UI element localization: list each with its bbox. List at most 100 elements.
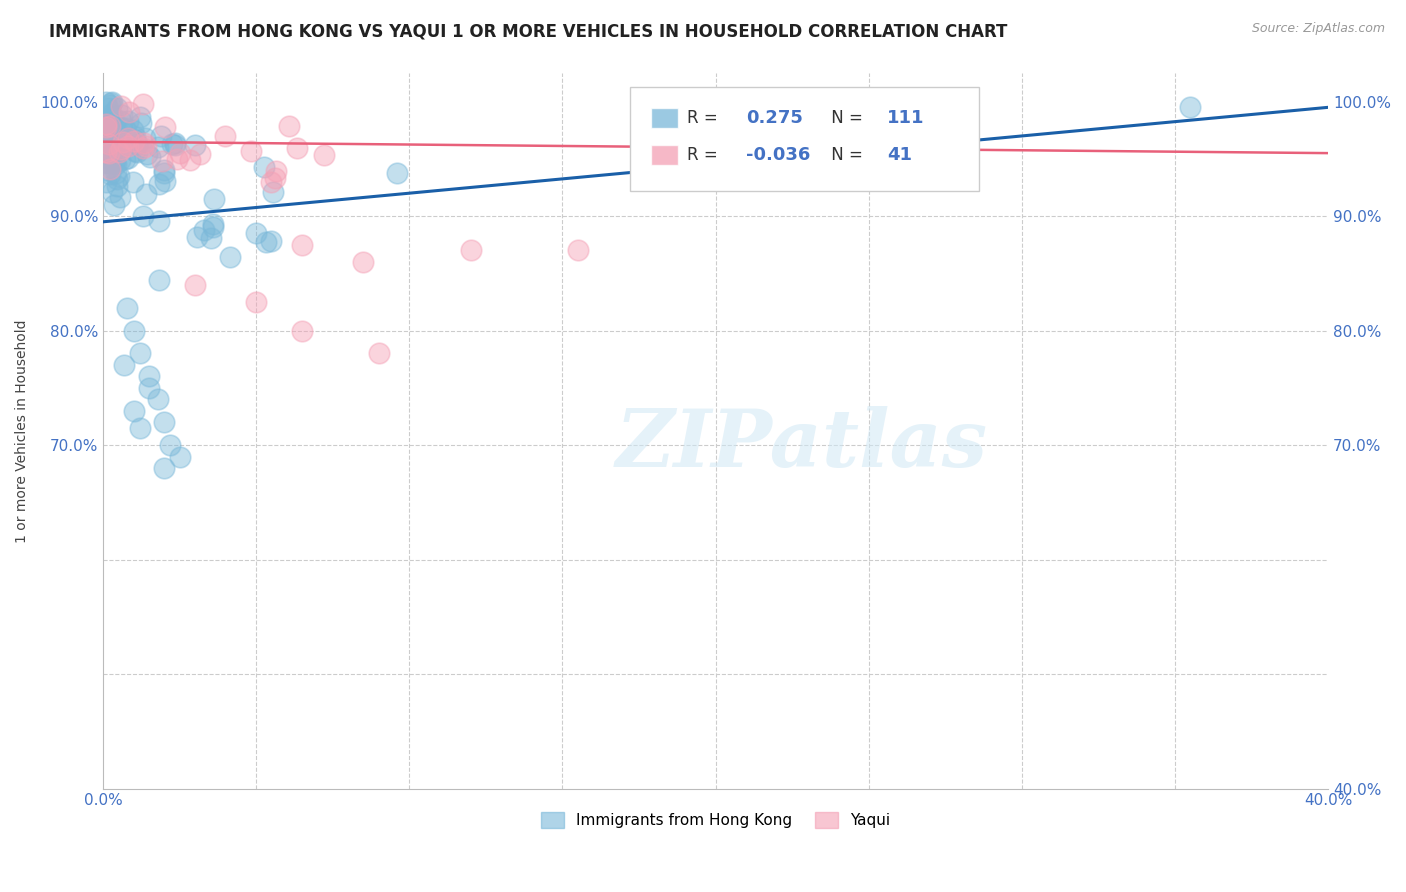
Point xyxy=(166,152,188,166)
Point xyxy=(101,146,124,161)
Point xyxy=(94,143,117,157)
Point xyxy=(124,144,146,158)
Point xyxy=(1180,100,1202,114)
Point xyxy=(103,156,125,170)
Point xyxy=(266,163,288,178)
Text: 41: 41 xyxy=(887,146,912,164)
Point xyxy=(96,95,118,109)
Point xyxy=(146,139,169,153)
Point xyxy=(101,186,124,200)
Point xyxy=(153,461,176,475)
Point xyxy=(96,152,118,166)
Point xyxy=(94,117,117,131)
Point xyxy=(110,128,132,142)
Point xyxy=(111,135,134,149)
Point xyxy=(98,167,121,181)
Point xyxy=(129,116,152,130)
Point xyxy=(96,149,118,163)
Point xyxy=(291,324,314,338)
Point xyxy=(122,175,145,189)
Point xyxy=(136,147,159,161)
Point xyxy=(163,136,186,150)
Point xyxy=(124,129,146,144)
Point xyxy=(96,155,118,169)
Point xyxy=(105,101,128,115)
Point xyxy=(385,166,408,180)
Point xyxy=(135,139,157,153)
Text: N =: N = xyxy=(825,109,868,127)
Point xyxy=(107,136,129,151)
FancyBboxPatch shape xyxy=(630,87,979,191)
Point xyxy=(117,130,139,145)
Point xyxy=(150,129,173,144)
Point xyxy=(219,250,242,264)
Point xyxy=(132,136,155,151)
Point xyxy=(101,110,124,124)
Point xyxy=(153,120,176,134)
Point xyxy=(214,128,236,143)
Point xyxy=(165,137,187,152)
Point xyxy=(94,120,117,135)
Text: IMMIGRANTS FROM HONG KONG VS YAQUI 1 OR MORE VEHICLES IN HOUSEHOLD CORRELATION C: IMMIGRANTS FROM HONG KONG VS YAQUI 1 OR … xyxy=(49,22,1008,40)
Point xyxy=(110,114,132,128)
Point xyxy=(104,157,127,171)
Point xyxy=(152,166,174,180)
Point xyxy=(94,121,117,136)
Point xyxy=(98,136,121,151)
Point xyxy=(94,140,117,154)
Text: -0.036: -0.036 xyxy=(747,146,811,164)
Point xyxy=(103,117,125,131)
Point xyxy=(285,141,308,155)
Point xyxy=(121,133,143,147)
Point xyxy=(125,137,148,152)
Point xyxy=(122,135,145,149)
Point xyxy=(367,346,389,360)
Point xyxy=(159,438,181,452)
Point xyxy=(245,227,267,241)
Point xyxy=(132,96,155,111)
Text: R =: R = xyxy=(688,146,723,164)
Point xyxy=(204,192,226,206)
Point xyxy=(94,145,117,159)
Point xyxy=(96,146,118,161)
Point xyxy=(184,137,207,152)
Point xyxy=(153,163,176,178)
Point xyxy=(101,120,124,135)
Point xyxy=(94,120,117,134)
Point xyxy=(107,134,129,148)
Point xyxy=(188,146,211,161)
Point xyxy=(111,108,134,122)
Text: R =: R = xyxy=(688,109,723,127)
Point xyxy=(104,153,127,168)
Point xyxy=(132,141,155,155)
Point xyxy=(134,131,156,145)
Point xyxy=(122,324,145,338)
Point xyxy=(138,369,160,384)
Point xyxy=(94,125,117,139)
Point xyxy=(108,169,131,183)
Point xyxy=(111,137,134,152)
Point xyxy=(100,107,122,121)
Point xyxy=(98,136,121,151)
Point xyxy=(94,137,117,152)
Point xyxy=(245,295,267,310)
Point xyxy=(160,136,183,151)
Point xyxy=(111,120,134,135)
Point xyxy=(108,145,131,159)
Point xyxy=(128,421,150,435)
Point xyxy=(153,415,176,429)
Point xyxy=(291,237,314,252)
Point xyxy=(202,217,225,231)
Point xyxy=(103,198,125,212)
Point xyxy=(200,231,222,245)
Point xyxy=(97,101,120,115)
Point xyxy=(146,392,169,407)
Point xyxy=(105,171,128,186)
Point xyxy=(98,162,121,177)
Point xyxy=(108,190,131,204)
Point xyxy=(108,153,131,168)
Point xyxy=(153,174,176,188)
Text: Source: ZipAtlas.com: Source: ZipAtlas.com xyxy=(1251,22,1385,36)
Point xyxy=(127,145,149,159)
Point xyxy=(98,119,121,133)
